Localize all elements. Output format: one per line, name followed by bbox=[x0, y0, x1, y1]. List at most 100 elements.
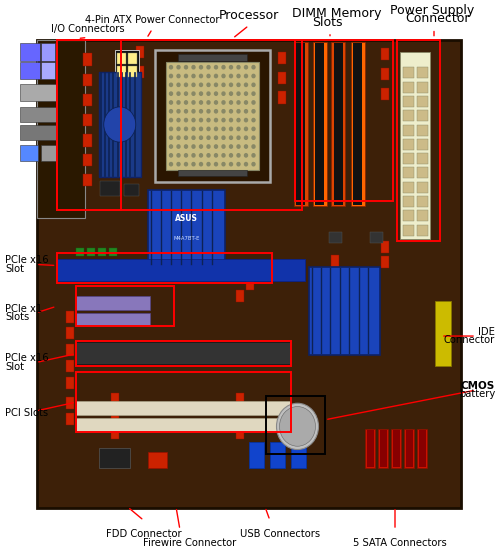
Bar bbox=[249, 442, 264, 468]
Circle shape bbox=[237, 83, 240, 87]
Text: USB Connectors: USB Connectors bbox=[240, 529, 320, 539]
Bar bbox=[56, 40, 120, 210]
Circle shape bbox=[230, 162, 232, 166]
Circle shape bbox=[252, 110, 255, 113]
Circle shape bbox=[214, 153, 218, 157]
Circle shape bbox=[200, 153, 202, 157]
Bar bbox=[236, 426, 244, 438]
Circle shape bbox=[184, 128, 188, 131]
Bar bbox=[84, 135, 92, 146]
Circle shape bbox=[222, 75, 225, 78]
Circle shape bbox=[200, 110, 202, 113]
Bar bbox=[76, 313, 150, 326]
Circle shape bbox=[244, 162, 248, 166]
Circle shape bbox=[192, 83, 195, 87]
Bar bbox=[98, 248, 106, 256]
Circle shape bbox=[104, 107, 136, 142]
Circle shape bbox=[214, 101, 218, 104]
Bar bbox=[329, 232, 342, 243]
Bar bbox=[76, 296, 150, 310]
Bar bbox=[416, 139, 428, 150]
Bar bbox=[178, 54, 247, 61]
Bar bbox=[396, 40, 440, 241]
Bar bbox=[98, 72, 141, 177]
Circle shape bbox=[252, 66, 255, 69]
Circle shape bbox=[252, 153, 255, 157]
Circle shape bbox=[200, 92, 202, 95]
Bar bbox=[270, 442, 285, 468]
Circle shape bbox=[184, 66, 188, 69]
Circle shape bbox=[184, 83, 188, 87]
Bar bbox=[20, 62, 40, 79]
Bar bbox=[370, 232, 382, 243]
Circle shape bbox=[252, 83, 255, 87]
Circle shape bbox=[192, 110, 195, 113]
Bar bbox=[41, 43, 55, 61]
Circle shape bbox=[177, 101, 180, 104]
Bar bbox=[84, 74, 92, 86]
Circle shape bbox=[237, 92, 240, 95]
Text: PCI Slots: PCI Slots bbox=[5, 408, 48, 418]
Text: 4-Pin ATX Power Connector: 4-Pin ATX Power Connector bbox=[85, 15, 220, 25]
Text: Connector: Connector bbox=[405, 12, 470, 25]
Circle shape bbox=[192, 92, 195, 95]
Circle shape bbox=[222, 83, 225, 87]
Bar bbox=[155, 50, 270, 182]
Bar bbox=[392, 429, 400, 467]
Circle shape bbox=[230, 119, 232, 122]
Circle shape bbox=[192, 119, 195, 122]
Circle shape bbox=[252, 92, 255, 95]
Circle shape bbox=[177, 75, 180, 78]
Circle shape bbox=[177, 110, 180, 113]
Bar bbox=[76, 248, 84, 256]
Circle shape bbox=[170, 162, 172, 166]
Bar bbox=[402, 225, 413, 236]
Bar bbox=[381, 48, 389, 60]
Circle shape bbox=[207, 119, 210, 122]
Circle shape bbox=[237, 145, 240, 148]
Circle shape bbox=[230, 153, 232, 157]
Circle shape bbox=[207, 162, 210, 166]
Bar bbox=[66, 327, 74, 339]
Circle shape bbox=[222, 145, 225, 148]
Bar bbox=[56, 259, 305, 281]
Circle shape bbox=[207, 153, 210, 157]
Circle shape bbox=[207, 136, 210, 139]
Circle shape bbox=[237, 75, 240, 78]
Circle shape bbox=[244, 101, 248, 104]
Circle shape bbox=[192, 153, 195, 157]
Text: ASUS: ASUS bbox=[175, 214, 198, 223]
Bar bbox=[291, 442, 306, 468]
Bar bbox=[76, 373, 291, 432]
Text: Slots: Slots bbox=[5, 312, 29, 322]
Circle shape bbox=[244, 66, 248, 69]
Circle shape bbox=[237, 119, 240, 122]
Circle shape bbox=[237, 101, 240, 104]
Bar bbox=[416, 182, 428, 193]
Bar bbox=[148, 452, 167, 468]
Circle shape bbox=[230, 101, 232, 104]
Bar bbox=[416, 196, 428, 207]
Bar bbox=[365, 428, 375, 468]
Circle shape bbox=[192, 66, 195, 69]
Bar bbox=[115, 50, 139, 78]
Circle shape bbox=[214, 66, 218, 69]
Bar bbox=[332, 42, 345, 206]
Circle shape bbox=[170, 75, 172, 78]
Bar bbox=[66, 377, 74, 389]
Bar bbox=[391, 428, 401, 468]
Bar bbox=[266, 396, 325, 454]
Circle shape bbox=[207, 110, 210, 113]
Circle shape bbox=[276, 404, 318, 449]
Circle shape bbox=[177, 153, 180, 157]
Bar bbox=[87, 248, 95, 256]
Circle shape bbox=[222, 92, 225, 95]
Bar bbox=[84, 174, 92, 186]
Circle shape bbox=[200, 145, 202, 148]
Circle shape bbox=[222, 153, 225, 157]
Bar bbox=[76, 417, 291, 432]
Bar bbox=[417, 428, 427, 468]
Circle shape bbox=[184, 136, 188, 139]
Circle shape bbox=[184, 162, 188, 166]
Bar bbox=[100, 181, 120, 196]
